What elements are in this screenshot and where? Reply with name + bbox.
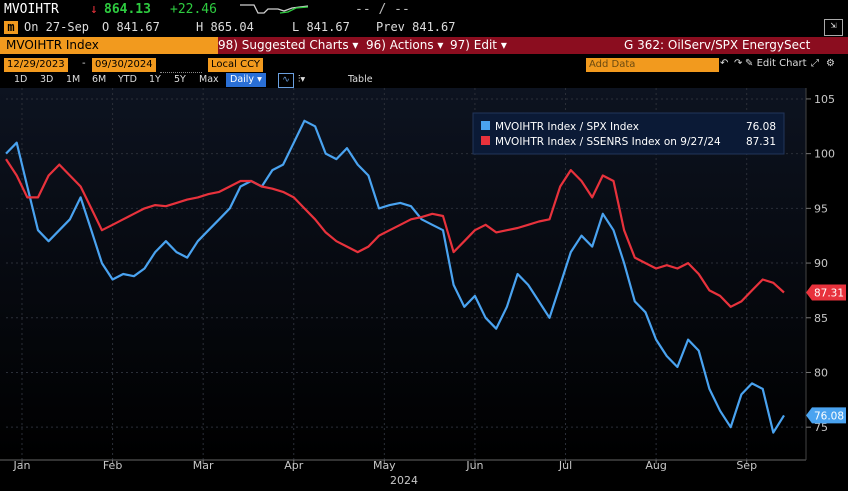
- period-6m[interactable]: 6M: [92, 74, 107, 85]
- bar-chart-icon[interactable]: ⫶▾: [298, 74, 306, 85]
- y-tick-label: 75: [814, 421, 828, 434]
- news-label: News: [446, 92, 478, 106]
- bid-ask: -- / --: [355, 2, 410, 17]
- edit-label: 97) Edit: [450, 38, 498, 52]
- chart-name: G 362: OilServ/SPX EnergySect: [624, 38, 811, 52]
- security-field[interactable]: MVOIHTR Index: [0, 37, 218, 54]
- frequency-label: Daily: [230, 74, 255, 85]
- last-value-label: 76.08: [806, 407, 846, 424]
- news-tool[interactable]: ▭ News: [436, 90, 478, 106]
- undo-icon[interactable]: ↶: [720, 58, 729, 69]
- x-axis-year: 2024: [390, 474, 418, 487]
- menu-bar: MVOIHTR Index 98) Suggested Charts ▾ 96)…: [0, 37, 848, 54]
- edit-chart-button[interactable]: ✎ Edit Chart: [745, 58, 807, 69]
- series-line-oilserv-ssenrs: [5, 158, 785, 308]
- add-data-field[interactable]: Add Data: [586, 58, 719, 72]
- plot-background: [0, 88, 806, 460]
- x-tick-label: Jan: [13, 459, 31, 472]
- x-tick-label: Apr: [284, 459, 304, 472]
- date-range-bar: 12/29/2023 - 09/30/2024 Local CCY Add Da…: [0, 57, 848, 73]
- legend-value: 76.08: [746, 121, 776, 133]
- edit-chart-label: Edit Chart: [756, 58, 807, 69]
- suggested-charts-label: 98) Suggested Charts: [218, 38, 349, 52]
- x-tick-label: Jul: [558, 459, 572, 472]
- period-ytd[interactable]: YTD: [118, 74, 137, 85]
- y-tick-label: 105: [814, 93, 835, 106]
- sparkline-icon: [240, 4, 308, 14]
- quote-high: H 865.04: [196, 20, 254, 34]
- series-line-oilserv-spx: [5, 119, 785, 434]
- chart-tools-bar: ✛ Track ⟋ Annotate ▭ News ⌕ Zoom: [292, 88, 546, 106]
- legend-swatch: [481, 136, 490, 145]
- annotate-tool[interactable]: ⟋ Annotate: [360, 90, 421, 106]
- popout-icon[interactable]: ⇲: [824, 19, 843, 36]
- last-value-tag: [806, 407, 846, 424]
- y-tick-label: 95: [814, 202, 828, 215]
- actions-menu[interactable]: 96) Actions ▾: [366, 38, 444, 52]
- last-value-label: 87.31: [806, 284, 846, 301]
- edit-menu[interactable]: 97) Edit ▾: [450, 38, 507, 52]
- legend-label: MVOIHTR Index / SPX Index: [495, 121, 639, 133]
- legend-swatch: [481, 121, 490, 130]
- x-tick-label: May: [373, 459, 396, 472]
- quote-low: L 841.67: [292, 20, 350, 34]
- x-tick-label: Mar: [193, 459, 214, 472]
- last-value-text: 87.31: [814, 287, 844, 299]
- track-tool[interactable]: ✛ Track: [298, 90, 338, 106]
- y-tick-label: 80: [814, 366, 828, 379]
- x-tick-label: Feb: [103, 459, 122, 472]
- annotate-label: Annotate: [368, 92, 421, 106]
- suggested-charts-menu[interactable]: 98) Suggested Charts ▾: [218, 38, 359, 52]
- line-chart-icon[interactable]: ∿: [278, 73, 294, 88]
- last-value-tag: [806, 284, 846, 301]
- legend-value: 87.31: [746, 136, 776, 148]
- market-icon: m: [4, 21, 18, 34]
- redo-icon[interactable]: ↷: [734, 58, 743, 69]
- price-change: +22.46: [170, 2, 217, 17]
- track-label: Track: [307, 92, 338, 106]
- table-button[interactable]: Table: [348, 74, 373, 85]
- last-price: 864.13: [104, 2, 151, 17]
- start-date-field[interactable]: 12/29/2023: [4, 58, 68, 72]
- legend-box: [472, 112, 785, 155]
- last-value-text: 76.08: [814, 410, 844, 422]
- down-arrow-icon: ↓: [90, 2, 98, 17]
- quote-date: On 27-Sep: [24, 20, 90, 34]
- x-tick-label: Sep: [736, 459, 757, 472]
- frequency-select[interactable]: Daily ▾: [226, 73, 266, 87]
- end-date-field[interactable]: 09/30/2024: [92, 58, 156, 72]
- period-5y[interactable]: 5Y: [174, 74, 186, 85]
- period-1m[interactable]: 1M: [66, 74, 81, 85]
- y-tick-label: 90: [814, 257, 828, 270]
- currency-field[interactable]: Local CCY: [208, 58, 263, 72]
- resize-icon[interactable]: ⤢: [811, 58, 819, 69]
- gear-icon[interactable]: ⚙: [826, 58, 835, 69]
- quote-open: O 841.67: [102, 20, 160, 34]
- zoom-label: Zoom: [496, 92, 530, 106]
- y-tick-label: 100: [814, 148, 835, 161]
- quote-bar: m On 27-Sep O 841.67 H 865.04 L 841.67 P…: [0, 19, 848, 36]
- legend-label: MVOIHTR Index / SSENRS Index on 9/27/24: [495, 136, 721, 148]
- chart-legend: MVOIHTR Index / SPX Index 76.08 MVOIHTR In…: [472, 112, 785, 155]
- period-3d[interactable]: 3D: [40, 74, 54, 85]
- ticker-symbol: MVOIHTR: [4, 2, 59, 17]
- period-bar: 1D 3D 1M 6M YTD 1Y 5Y Max Daily ▾ ∿ ⫶▾ T…: [0, 73, 848, 88]
- period-max[interactable]: Max: [199, 74, 219, 85]
- ticker-bar: MVOIHTR ↓ 864.13 +22.46 -- / --: [0, 0, 848, 19]
- period-1y[interactable]: 1Y: [149, 74, 161, 85]
- y-tick-label: 85: [814, 312, 828, 325]
- actions-label: 96) Actions: [366, 38, 434, 52]
- x-tick-label: Jun: [465, 459, 483, 472]
- quote-prev: Prev 841.67: [376, 20, 456, 34]
- date-spacer: [160, 58, 202, 73]
- zoom-tool[interactable]: ⌕ Zoom: [490, 90, 530, 106]
- period-1d[interactable]: 1D: [14, 74, 28, 85]
- date-separator: -: [82, 58, 86, 69]
- x-tick-label: Aug: [645, 459, 666, 472]
